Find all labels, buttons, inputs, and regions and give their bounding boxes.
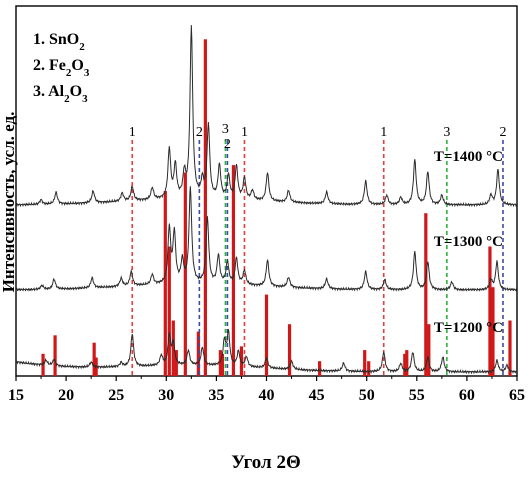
legend: 1. SnO2 2. Fe2O3 3. Al2O3 <box>33 31 90 105</box>
x-tick-label: 30 <box>158 387 174 404</box>
reference-bar <box>488 246 492 376</box>
series-label: T=1300 °C <box>434 234 503 250</box>
y-axis-label: Интенсивность, усл. ед. <box>0 112 18 293</box>
x-tick-label: 50 <box>359 387 375 404</box>
reference-bar <box>403 353 407 376</box>
reference-bar <box>264 294 269 376</box>
reference-line-label: 3 <box>222 122 229 137</box>
reference-line-label: 2 <box>499 125 506 140</box>
reference-bar <box>363 350 367 376</box>
reference-bar <box>220 353 225 376</box>
x-tick-label: 55 <box>409 387 425 404</box>
reference-bar <box>405 350 409 376</box>
reference-bar <box>427 324 431 376</box>
x-tick-label: 65 <box>509 387 525 404</box>
x-tick-label: 35 <box>208 387 224 404</box>
x-tick-label: 60 <box>459 387 475 404</box>
reference-bar <box>367 361 371 376</box>
legend-item: 2. Fe2O3 <box>33 57 90 79</box>
reference-bar <box>171 320 175 376</box>
reference-bar <box>218 350 223 376</box>
reference-bar <box>196 331 200 376</box>
reference-bar <box>41 353 45 376</box>
reference-line-label: 2 <box>224 137 231 152</box>
reference-line-label: 3 <box>443 125 450 140</box>
reference-bar <box>163 191 167 376</box>
reference-bar <box>203 39 207 376</box>
series-label: T=1400 °C <box>434 149 503 165</box>
reference-bar <box>231 165 236 376</box>
reference-bar <box>287 324 292 376</box>
reference-bars <box>41 39 512 376</box>
diffraction-trace <box>16 25 517 208</box>
reference-bar <box>318 361 322 376</box>
legend-item: 1. SnO2 <box>33 31 85 53</box>
x-tick-label: 45 <box>309 387 325 404</box>
x-tick-label: 40 <box>259 387 275 404</box>
x-axis-ticks: 15 20 25 30 35 40 45 50 55 60 65 <box>8 376 525 404</box>
reference-bar <box>92 342 96 376</box>
reference-line-label: 1 <box>129 125 136 140</box>
x-tick-label: 25 <box>108 387 124 404</box>
reference-bar <box>424 213 428 376</box>
reference-bar <box>53 335 57 376</box>
reference-line-label: 1 <box>241 125 248 140</box>
legend-item: 3. Al2O3 <box>33 83 88 105</box>
x-tick-label: 15 <box>8 387 24 404</box>
reference-bar <box>508 320 512 376</box>
series-labels: T=1400 °C T=1300 °C T=1200 °C <box>434 149 503 336</box>
x-tick-label: 20 <box>58 387 74 404</box>
diffraction-trace <box>16 186 517 292</box>
series-label: T=1200 °C <box>434 320 503 336</box>
reference-bar <box>167 246 171 376</box>
reference-bar <box>491 287 495 376</box>
x-axis-label: Угол 2Θ <box>231 452 300 473</box>
reference-line-label: 1 <box>380 125 387 140</box>
reference-bar <box>183 172 187 376</box>
reference-line-label: 2 <box>196 125 203 140</box>
diffraction-traces <box>16 25 517 375</box>
reference-bar <box>174 350 178 376</box>
diffraction-trace <box>16 329 517 375</box>
